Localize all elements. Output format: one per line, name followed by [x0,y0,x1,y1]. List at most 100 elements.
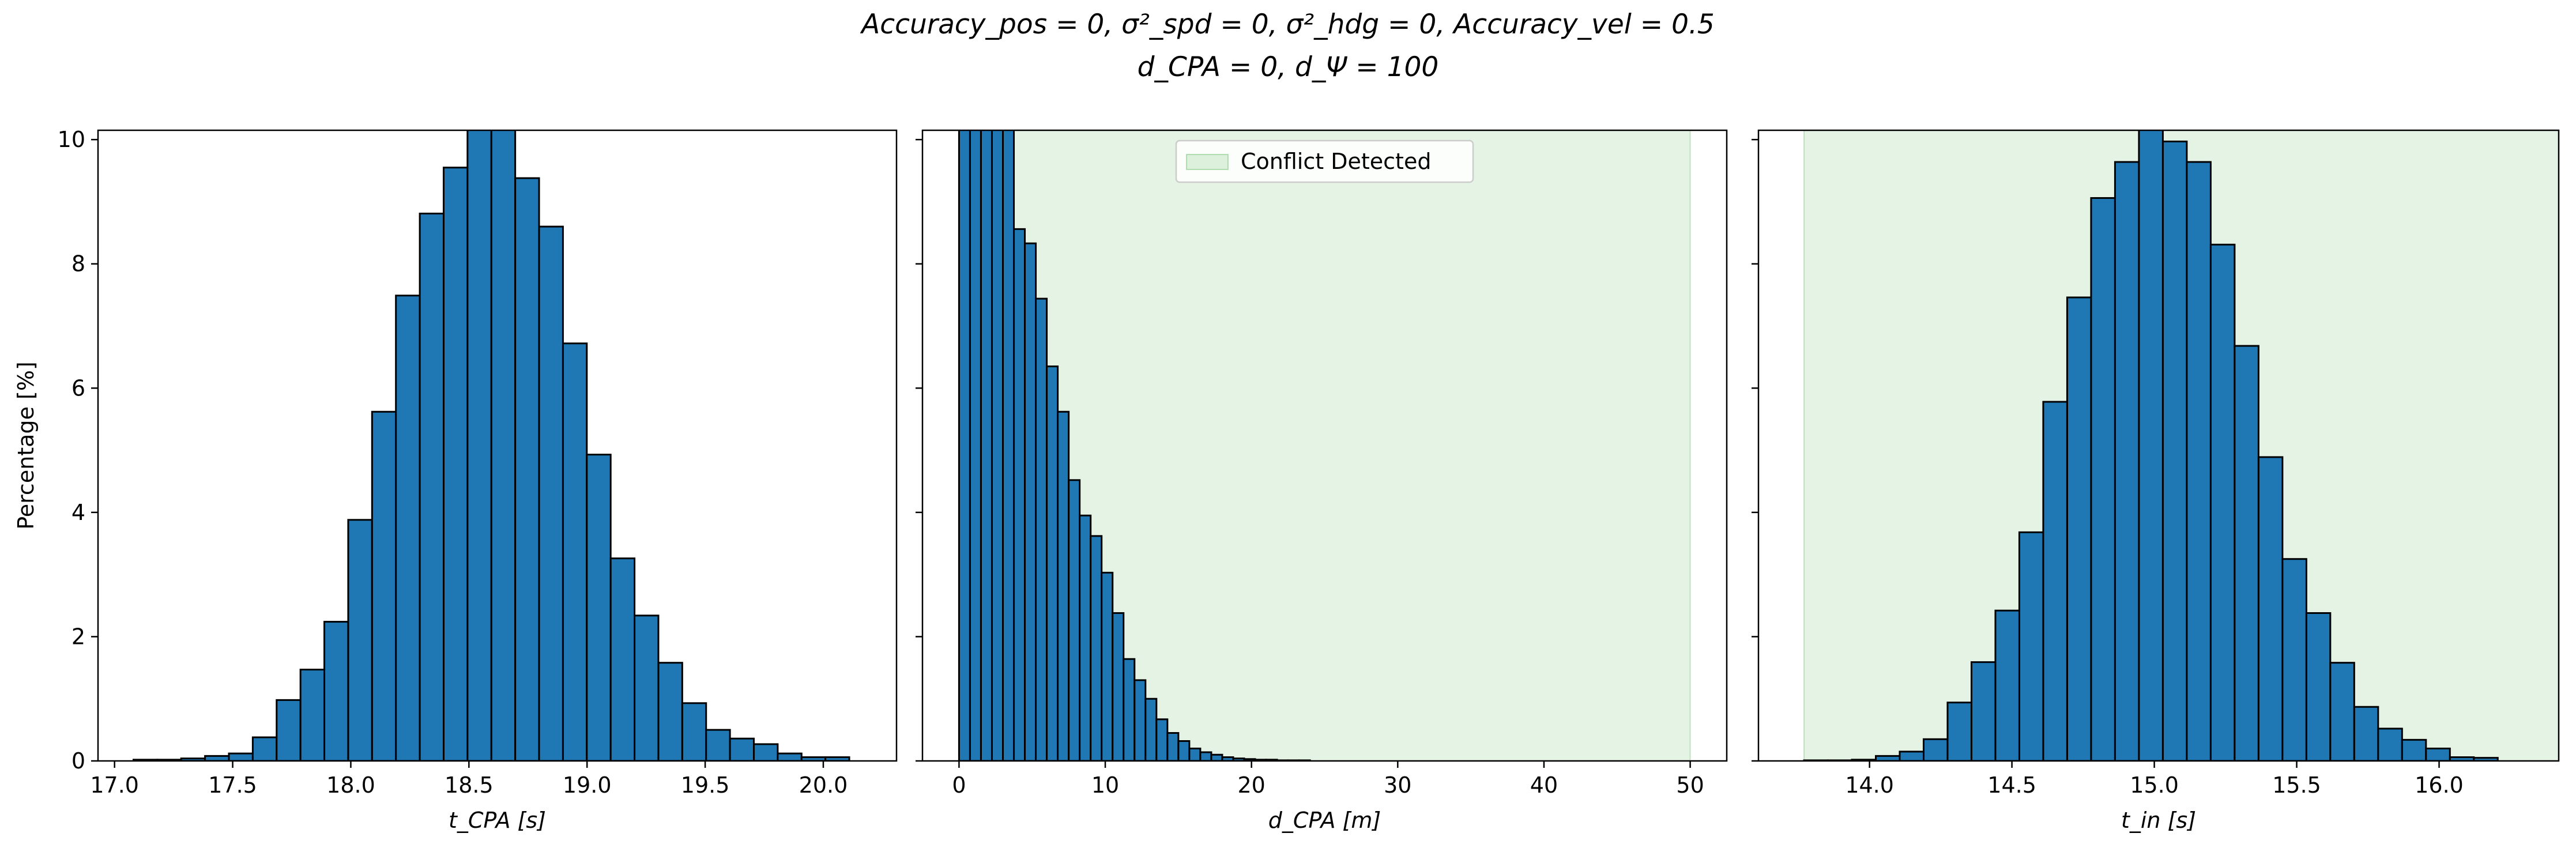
bar [1177,740,1191,761]
bar [2353,706,2379,761]
bar [991,130,1004,761]
bar [1024,242,1037,761]
subplot-2: 0 10 20 30 40 50 d_CPA [m] Conflict Detected [916,129,1728,833]
bar [2186,161,2212,761]
bar [1144,698,1158,761]
bar [753,743,779,761]
plots: 17.0 17.5 18.0 18.5 19.0 19.5 20.0 0 2 4 6 8 10 t_CPA… [13,127,2560,833]
bar [1946,702,1972,761]
bar [1090,535,1103,761]
x-tick-label: 18.5 [445,772,494,798]
x-tick-label: 50 [1676,772,1704,798]
bar [729,737,755,761]
legend-label: Conflict Detected [1241,149,1431,174]
bar [2138,130,2164,761]
bar [419,212,445,761]
bar [1899,751,1925,761]
x-tick-label: 18.0 [326,772,375,798]
bar [1035,297,1048,761]
bar [958,130,971,761]
bars [958,130,1311,761]
x-tick-label: 16.0 [2415,772,2464,798]
bar [562,342,588,761]
bar [490,130,517,761]
x-tick-label: 20.0 [799,772,848,798]
bar [2401,738,2427,761]
bar [1068,479,1081,761]
legend-swatch [1186,154,1229,170]
bar [681,702,707,761]
bar [323,621,349,761]
bar [1970,661,1997,761]
bar [2114,161,2140,761]
x-tick-label: 30 [1384,772,1411,798]
subplot-3: 14.0 14.5 15.0 15.5 16.0 t_in [s] [1752,129,2560,833]
axes-frame [97,129,898,762]
bar [705,729,731,761]
bar [1013,228,1026,761]
bar [1875,755,1901,761]
bar [514,177,540,761]
legend-box [1175,140,1474,183]
x-tick-label: 15.0 [2130,772,2179,798]
legend: Conflict Detected [1175,140,1474,183]
bar [228,752,254,761]
bar [204,755,230,761]
bar [466,130,492,761]
figure-title-line1: Accuracy_pos = 0, σ²_spd = 0, σ²_hdg = 0… [860,9,1715,40]
bar [657,662,683,761]
bar [347,519,373,761]
x-tick-label: 19.5 [681,772,730,798]
x-axis-label: t_in [s] [2121,808,2196,833]
axes-frame [921,129,1728,762]
bar [2090,197,2116,761]
bar [251,736,278,761]
bar [1002,130,1015,761]
subplot-1: 17.0 17.5 18.0 18.5 19.0 19.5 20.0 0 2 4 6 8 10 t_CPA… [13,127,898,833]
bar [777,752,803,761]
x-tick-label: 19.0 [563,772,612,798]
x-axis-label: t_CPA [s] [449,808,546,833]
bar [2234,345,2259,761]
bar [538,225,564,761]
axes-frame [1757,129,2560,762]
bar [2281,558,2307,761]
x-tick-label: 0 [952,772,966,798]
x-tick-label: 17.5 [208,772,257,798]
y-tick-label: 8 [71,251,85,277]
bar [1112,612,1125,761]
bar [2209,243,2236,761]
bar [1046,365,1059,761]
bar [442,167,469,761]
bar [1210,753,1223,761]
bar [1922,738,1949,761]
bar [1101,571,1114,761]
bar [395,295,421,761]
bar [1155,718,1169,761]
bar [2473,757,2499,761]
bar [2329,662,2355,761]
y-tick-label: 10 [58,127,85,152]
bar [2066,296,2092,761]
bar [609,557,636,761]
bar [371,410,397,761]
x-tick-label: 40 [1530,772,1558,798]
y-tick-label: 2 [71,624,85,649]
bar [2257,456,2284,761]
bar [2305,612,2332,761]
bar [1994,609,2020,761]
bar [299,669,326,761]
bar [276,699,302,761]
x-axis-label: d_CPA [m] [1268,808,1381,833]
figure-title-line2: d_CPA = 0, d_Ψ = 100 [1138,51,1439,83]
bar [2377,727,2403,761]
bars [132,130,850,761]
bar [980,130,993,761]
bar [2161,140,2188,761]
bar [1057,410,1070,761]
bar [2425,747,2451,761]
y-axis-label: Percentage [%] [13,361,39,530]
bar [1199,751,1212,761]
x-tick-label: 15.5 [2272,772,2321,798]
